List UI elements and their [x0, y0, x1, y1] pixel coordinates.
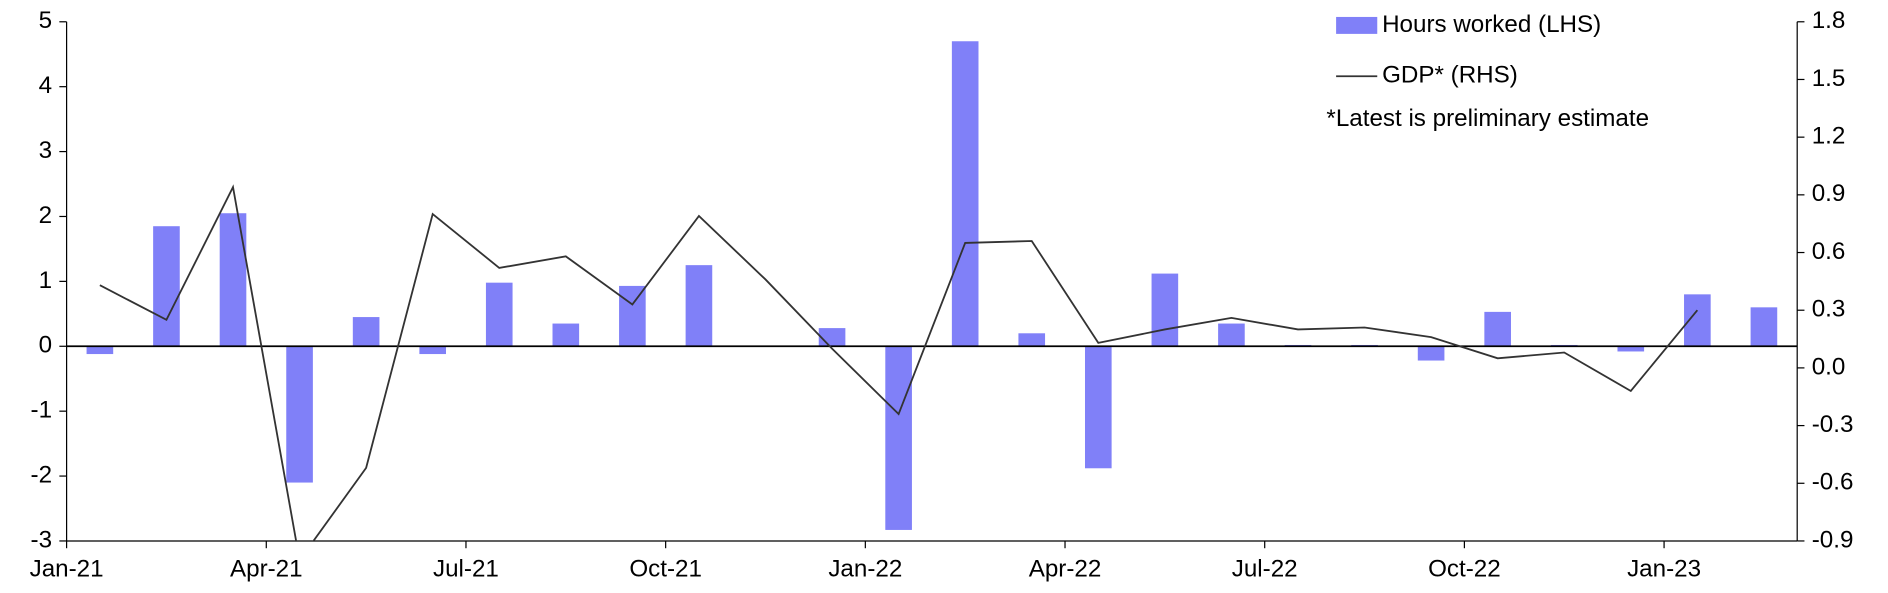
annotation: *Latest is preliminary estimate [1326, 105, 1649, 132]
x-tick-label: Jan-21 [30, 555, 104, 582]
y-tick-label: 0 [39, 332, 52, 359]
y-tick-label: 4 [39, 72, 52, 99]
bar [352, 317, 380, 347]
y2-tick-label: -0.9 [1812, 526, 1854, 553]
bar [1417, 346, 1445, 361]
x-tick-label: Oct-21 [629, 555, 702, 582]
bar [951, 41, 979, 347]
bar [219, 213, 247, 347]
bar [619, 285, 646, 347]
bar [1151, 273, 1179, 347]
bar [552, 323, 580, 347]
x-tick-label: Apr-21 [230, 555, 303, 582]
y-tick-label: 3 [39, 137, 52, 164]
line [99, 184, 1699, 541]
legend-label: GDP* (RHS) [1382, 62, 1518, 89]
y-tick-label: 2 [39, 202, 52, 229]
x-tick-label: Apr-22 [1029, 555, 1102, 582]
bar [1084, 346, 1112, 469]
y2-tick-label: 1.8 [1812, 7, 1846, 34]
bar [153, 226, 180, 347]
y2-tick-label: 0.0 [1812, 353, 1846, 380]
bar [885, 346, 912, 530]
y2-tick-label: -0.6 [1812, 469, 1854, 496]
bar [1750, 307, 1778, 347]
bar [286, 346, 313, 483]
bar [818, 328, 846, 347]
y2-tick-label: 1.2 [1812, 123, 1846, 150]
y2-tick-label: 0.9 [1812, 180, 1846, 207]
y-tick-label: 1 [39, 267, 52, 294]
bar [1484, 311, 1511, 347]
x-tick-label: Jul-22 [1232, 555, 1298, 582]
y2-tick-label: -0.3 [1812, 411, 1854, 438]
bar [1218, 323, 1245, 347]
x-tick-label: Jul-21 [433, 555, 499, 582]
y2-tick-label: 0.6 [1812, 238, 1846, 265]
bar [1018, 333, 1046, 347]
y2-tick-label: 1.5 [1812, 65, 1846, 92]
legend-label: Hours worked (LHS) [1382, 11, 1601, 38]
bar [419, 346, 447, 355]
legend-swatch [1336, 16, 1378, 34]
bar [685, 265, 713, 347]
y-tick-label: -3 [31, 526, 53, 553]
y-tick-label: 5 [39, 7, 52, 34]
x-tick-label: Jan-22 [828, 555, 902, 582]
y2-tick-label: 0.3 [1812, 296, 1846, 323]
y-tick-label: -2 [31, 461, 53, 488]
bar [1617, 346, 1645, 352]
x-tick-label: Oct-22 [1428, 555, 1501, 582]
y-tick-label: -1 [31, 397, 53, 424]
x-tick-label: Jan-23 [1627, 555, 1701, 582]
bar [86, 346, 114, 355]
bar [485, 282, 513, 347]
